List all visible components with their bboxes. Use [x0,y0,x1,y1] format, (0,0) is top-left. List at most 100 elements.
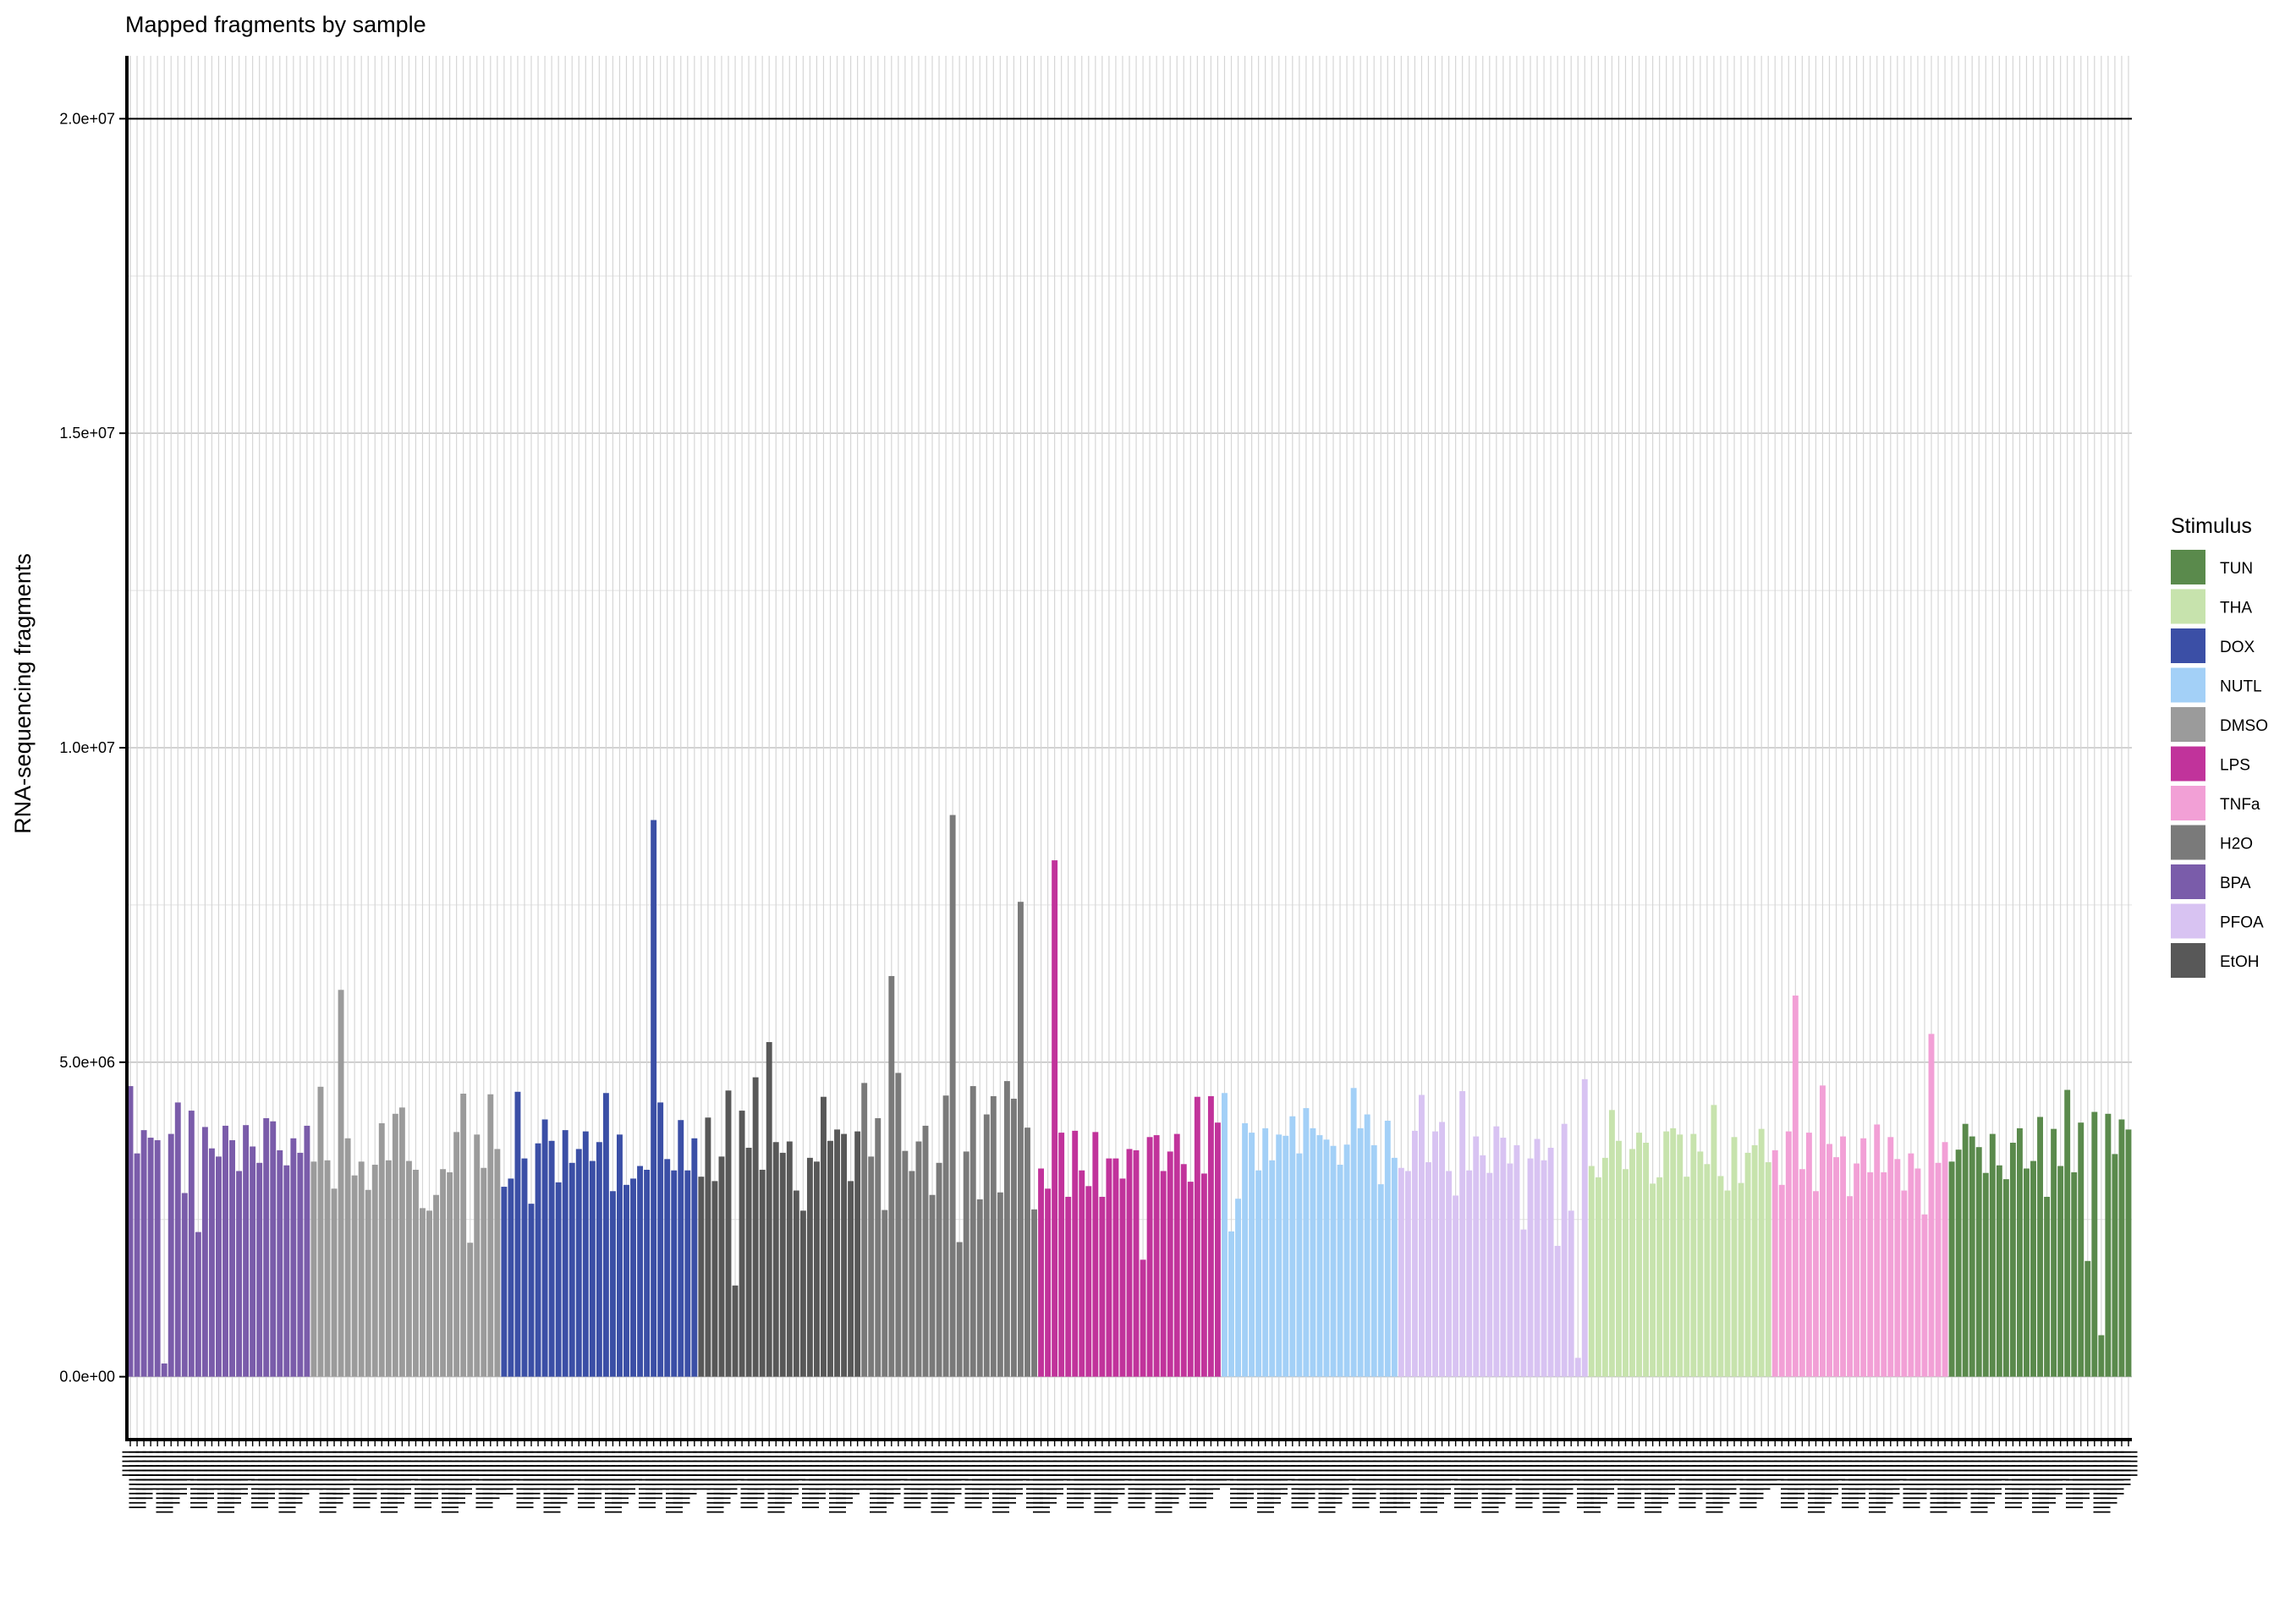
x-tick-label: |||||||||| [1982,1450,2002,1496]
bar-tun-13 [2030,1160,2036,1377]
x-tick-label: ||||||| [2084,1450,2104,1482]
x-tick-label: ||||||||||||| [902,1450,921,1510]
bar-etoh-4 [718,1156,725,1377]
bar-etoh-18 [813,1161,820,1377]
x-tick-label: ||||||||||| [1194,1450,1213,1501]
bar-lps-19 [1160,1171,1167,1377]
x-tick-label: ||||||| [596,1450,615,1482]
x-tick-label: ||||||||| [304,1450,323,1491]
legend-label-tun: TUN [2220,560,2253,578]
bar-tha-23 [1738,1182,1744,1377]
x-tick-label: |||||||||| [1432,1450,1452,1496]
x-tick-label: ||||||| [1411,1450,1431,1482]
bar-dox-26 [671,1170,678,1377]
bar-lps-22 [1180,1164,1187,1377]
x-tick-label: ||||||| [1799,1450,1818,1482]
x-tick-label: ||||||| [657,1450,677,1482]
bar-nutl-3 [1235,1199,1241,1377]
x-tick-label: ||||||| [1697,1450,1716,1482]
bar-bpa-9 [181,1193,188,1377]
x-tick-label: |||||| [1283,1450,1302,1478]
x-tick-label: ||||||||||| [1398,1450,1417,1501]
bar-dmso-16 [412,1169,419,1377]
bar-etoh-10 [759,1169,766,1377]
bar-tnfa-2 [1778,1184,1785,1377]
x-tick-label: |||||||||||| [1547,1450,1567,1505]
x-tick-label: ||||||||||||| [1187,1450,1206,1510]
x-tick-label: |||||||||||||| [1418,1450,1437,1514]
bar-tun-27 [2125,1129,2132,1377]
x-tick-label: |||||||||| [841,1450,860,1496]
x-tick-label: ||||||||||| [582,1450,601,1501]
x-tick-label: ||||||||| [1200,1450,1220,1491]
y-tick-label: 1.5e+07 [59,425,115,442]
x-tick-label: |||||||||||| [875,1450,894,1505]
x-tick-label: ||||||||||||| [1065,1450,1085,1510]
x-tick-label: |||||||||| [331,1450,350,1496]
bar-h2o-9 [915,1141,922,1377]
bar-nutl-6 [1255,1170,1262,1377]
x-tick-label: |||||| [1119,1450,1139,1478]
bar-etoh-22 [841,1133,848,1377]
bar-bpa-15 [222,1125,228,1377]
x-tick-label: |||||||| [1500,1450,1519,1487]
x-tick-label: |||||||||||| [447,1450,466,1505]
bar-dmso-13 [392,1113,398,1377]
x-tick-label: ||||||||| [1792,1450,1811,1491]
bar-bpa-5 [154,1140,161,1377]
x-tick-label: |||||||||| [392,1450,411,1496]
x-tick-label: ||||||||| [201,1450,221,1491]
bar-lps-13 [1119,1178,1126,1377]
x-tick-label: ||||||| [698,1450,717,1482]
x-tick-label: ||||||||| [2016,1450,2035,1491]
bar-h2o-5 [888,975,895,1377]
x-tick-label: |||||||||||| [161,1450,180,1505]
bar-nutl-8 [1269,1160,1276,1377]
bar-bpa-7 [168,1133,174,1377]
legend-label-etoh: EtOH [2220,953,2259,971]
x-tick-label: |||||| [1608,1450,1628,1478]
chart-title: Mapped fragments by sample [125,12,426,37]
x-tick-label: |||||||||| [290,1450,310,1496]
bar-dox-2 [508,1178,514,1377]
bar-lps-17 [1146,1137,1153,1377]
bar-etoh-8 [745,1147,752,1377]
bar-dmso-6 [344,1138,351,1377]
bar-nutl-25 [1384,1120,1391,1377]
legend-swatch-nutl [2171,667,2205,703]
x-tick-label: |||||||||| [1003,1450,1023,1496]
bar-tha-16 [1690,1133,1697,1377]
x-tick-label: |||||||||||| [1323,1450,1343,1505]
x-tick-label: |||||||||||| [1935,1450,1954,1505]
bar-dmso-27 [487,1094,494,1377]
x-tick-label: |||||| [1180,1450,1200,1478]
x-tick-label: |||||||||||||| [990,1450,1009,1514]
x-tick-label: |||||||||||||| [1928,1450,1947,1514]
bar-dmso-17 [420,1208,426,1377]
x-tick-label: ||||||| [1534,1450,1553,1482]
x-tick-label: ||||||||| [1914,1450,1934,1491]
bar-dox-9 [555,1182,562,1377]
bar-pfoa-19 [1520,1229,1527,1377]
x-tick-label: ||||||||||||| [1391,1450,1410,1510]
x-tick-label: |||||||| [297,1450,316,1487]
bar-dox-1 [501,1187,508,1377]
x-tick-label: |||||||||||| [324,1450,343,1505]
x-tick-label: ||||||||||||| [474,1450,493,1510]
bar-h2o-22 [1003,1081,1010,1377]
x-tick-label: ||||||||||| [1744,1450,1764,1501]
y-axis-label: RNA-sequencing fragments [10,553,36,834]
bar-tnfa-17 [1881,1171,1887,1377]
bar-tnfa-3 [1785,1131,1792,1377]
x-tick-label: ||||||| [310,1450,330,1482]
x-tick-label: ||||||||||||| [2002,1450,2022,1510]
x-tick-label: |||||||||||||| [1153,1450,1173,1514]
bar-dox-3 [514,1091,521,1377]
bar-tun-14 [2037,1116,2043,1377]
bar-bpa-21 [263,1118,270,1377]
x-tick-label: |||||||| [1439,1450,1458,1487]
x-tick-label: |||||||||||||| [1092,1450,1112,1514]
x-tick-label: ||||||||||||| [514,1450,534,1510]
bar-etoh-3 [711,1181,718,1377]
x-tick-label: |||||| [1568,1450,1587,1478]
